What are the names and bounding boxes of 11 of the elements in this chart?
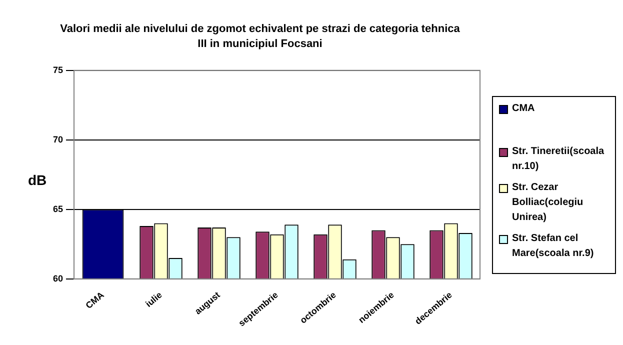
y-tick-label: 75 bbox=[52, 64, 64, 75]
x-tick-label: iulie bbox=[144, 290, 164, 310]
legend-label: Str. Cezar Bolliac(colegiu Unirea) bbox=[512, 181, 584, 225]
y-tick-label: 70 bbox=[52, 134, 64, 144]
y-tick-label: 60 bbox=[52, 273, 64, 284]
legend-label: Str. Tineretii(scoala nr.10) bbox=[512, 145, 606, 174]
y-axis-title: dB bbox=[28, 172, 47, 188]
y-tick-label: 65 bbox=[52, 204, 64, 214]
legend-label: CMA bbox=[512, 102, 535, 116]
legend-label: Str. Stefan cel Mare(scoala nr.9) bbox=[512, 232, 595, 261]
chart-title: Valori medii ale nivelului de zgomot echivalent pe strazi de categoria tehnica III in municipiul Focsani bbox=[60, 22, 460, 52]
